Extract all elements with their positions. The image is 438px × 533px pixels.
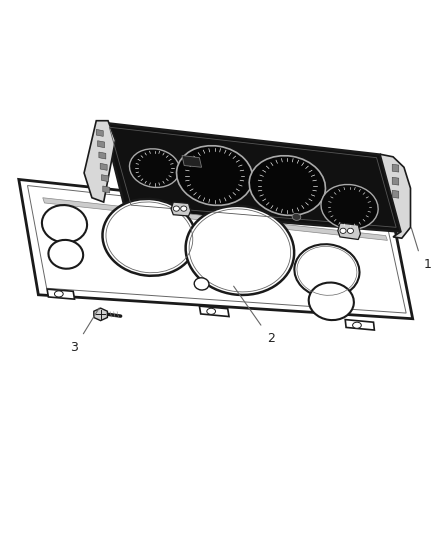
Polygon shape <box>96 130 103 136</box>
Ellipse shape <box>309 282 354 320</box>
Polygon shape <box>102 175 109 182</box>
Polygon shape <box>103 186 110 193</box>
Ellipse shape <box>186 206 294 295</box>
Ellipse shape <box>347 228 353 233</box>
Polygon shape <box>182 156 201 167</box>
Ellipse shape <box>177 146 253 205</box>
Polygon shape <box>380 154 410 238</box>
Polygon shape <box>94 308 107 321</box>
Ellipse shape <box>207 308 215 314</box>
Ellipse shape <box>130 149 180 188</box>
Polygon shape <box>98 141 105 148</box>
Text: 2: 2 <box>267 332 275 345</box>
Polygon shape <box>392 177 399 185</box>
Ellipse shape <box>194 278 209 290</box>
Polygon shape <box>99 152 106 159</box>
Ellipse shape <box>102 199 196 276</box>
Polygon shape <box>19 180 413 319</box>
Ellipse shape <box>249 156 325 215</box>
Polygon shape <box>171 202 191 216</box>
Polygon shape <box>47 289 74 299</box>
Text: 3: 3 <box>70 341 78 354</box>
Text: 1: 1 <box>424 258 431 271</box>
Ellipse shape <box>173 206 180 211</box>
Polygon shape <box>345 320 374 330</box>
Ellipse shape <box>294 244 360 297</box>
Polygon shape <box>338 223 360 239</box>
Polygon shape <box>199 306 229 317</box>
Polygon shape <box>104 123 401 232</box>
Ellipse shape <box>181 206 187 211</box>
Polygon shape <box>392 164 399 172</box>
Ellipse shape <box>321 184 378 229</box>
Ellipse shape <box>49 240 83 269</box>
Ellipse shape <box>353 322 361 328</box>
Ellipse shape <box>42 205 87 243</box>
Polygon shape <box>100 163 107 171</box>
Polygon shape <box>43 198 388 240</box>
Ellipse shape <box>292 213 301 220</box>
Ellipse shape <box>340 228 346 233</box>
Polygon shape <box>392 190 399 198</box>
Ellipse shape <box>54 291 63 297</box>
Polygon shape <box>84 120 116 202</box>
